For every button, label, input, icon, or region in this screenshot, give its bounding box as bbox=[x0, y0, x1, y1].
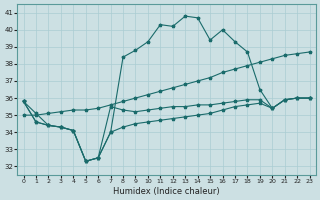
X-axis label: Humidex (Indice chaleur): Humidex (Indice chaleur) bbox=[113, 187, 220, 196]
